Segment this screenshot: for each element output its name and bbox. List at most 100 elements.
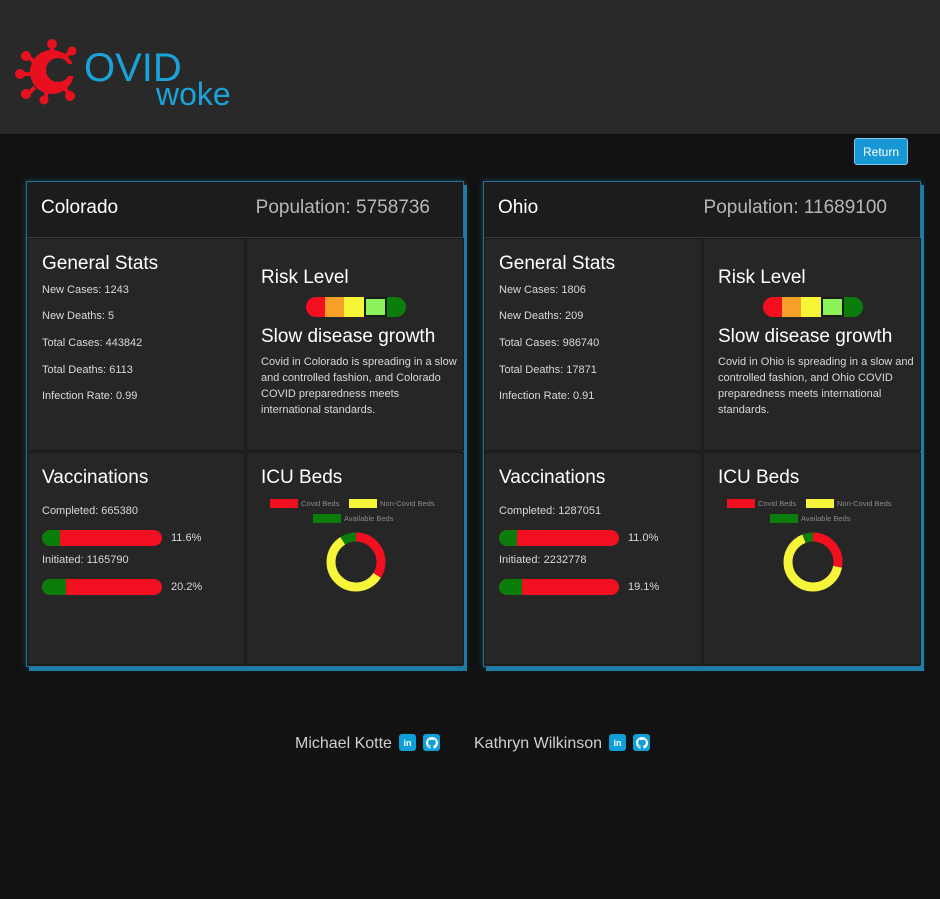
legend-noncovid-beds[interactable]: Non-Covid Beds: [806, 499, 892, 508]
risk-segment: [386, 297, 406, 317]
initiated-progress-fill: [42, 579, 67, 595]
state-name: Colorado: [41, 197, 119, 218]
risk-segment: [763, 297, 783, 317]
completed-progress-fill: [42, 530, 60, 546]
state-card: Ohio Population: 11689100 General Stats …: [483, 181, 921, 667]
general-stats-title: General Stats: [499, 253, 616, 274]
initiated-progress-bar: [499, 579, 619, 595]
icu-donut-chart: [326, 532, 386, 592]
return-button[interactable]: Return: [854, 138, 908, 165]
risk-segment: [843, 297, 863, 317]
github-glyph-icon: [635, 736, 648, 749]
logo-woke-text: woke: [156, 76, 231, 112]
vaccinations-panel: Vaccinations Completed: 665380 11.6% Ini…: [27, 452, 245, 665]
total-deaths: Total Deaths: 6113: [42, 364, 133, 376]
population-label: Population: 5758736: [255, 197, 430, 218]
risk-segment: [306, 297, 326, 317]
donut-slice-noncovid[interactable]: [326, 532, 386, 592]
icu-beds-panel: ICU Beds Covid Beds Non-Covid Beds Avail…: [246, 452, 464, 665]
completed-progress-bar: [42, 530, 162, 546]
header: OVID woke: [0, 0, 940, 134]
github-icon[interactable]: [423, 734, 440, 751]
legend-label-noncovid: Non-Covid Beds: [837, 499, 892, 508]
footer: Michael Kotte in Kathryn Wilkinson in: [0, 733, 940, 755]
completed-progress-bar: [499, 530, 619, 546]
legend-swatch-available: [770, 514, 798, 523]
population-label: Population: 11689100: [703, 197, 887, 218]
donut-slice-available[interactable]: [326, 532, 386, 592]
completed-progress-fill: [499, 530, 517, 546]
risk-description: Covid in Colorado is spreading in a slow…: [261, 356, 457, 416]
risk-level-title: Risk Level: [718, 267, 806, 288]
total-cases: Total Cases: 443842: [42, 337, 143, 349]
risk-segment: [820, 297, 844, 317]
infection-rate: Infection Rate: 0.91: [499, 390, 595, 402]
legend-swatch-covid: [727, 499, 755, 508]
risk-level-panel: Risk Level Slow disease growth Covid in …: [246, 238, 464, 451]
state-card: Colorado Population: 5758736 General Sta…: [26, 181, 464, 667]
initiated-percent: 19.1%: [628, 581, 660, 593]
new-cases: New Cases: 1243: [42, 284, 129, 296]
github-icon[interactable]: [633, 734, 650, 751]
vaccinations-initiated-label: Initiated: 2232778: [499, 554, 587, 566]
legend-swatch-available: [313, 514, 341, 523]
legend-swatch-covid: [270, 499, 298, 508]
icu-beds-panel: ICU Beds Covid Beds Non-Covid Beds Avail…: [703, 452, 921, 665]
general-stats-panel: General Stats New Cases: 1243 New Deaths…: [27, 238, 245, 451]
github-glyph-icon: [425, 736, 438, 749]
card-header: Colorado Population: 5758736: [27, 182, 463, 238]
legend-noncovid-beds[interactable]: Non-Covid Beds: [349, 499, 435, 508]
risk-segment: [325, 297, 345, 317]
risk-segment: [801, 297, 821, 317]
icu-donut-chart: [783, 532, 843, 592]
logo[interactable]: OVID woke: [14, 34, 244, 114]
vaccinations-panel: Vaccinations Completed: 1287051 11.0% In…: [484, 452, 702, 665]
general-stats-panel: General Stats New Cases: 1806 New Deaths…: [484, 238, 702, 451]
risk-level-bar: [306, 297, 406, 317]
legend-swatch-noncovid: [806, 499, 834, 508]
legend-available-beds[interactable]: Available Beds: [770, 514, 850, 523]
legend-covid-beds[interactable]: Covid Beds: [270, 499, 339, 508]
risk-segment: [363, 297, 387, 317]
total-deaths: Total Deaths: 17871: [499, 364, 597, 376]
vaccinations-completed-label: Completed: 1287051: [499, 505, 602, 517]
new-deaths: New Deaths: 5: [42, 310, 115, 322]
initiated-progress-bar: [42, 579, 162, 595]
legend-label-available: Available Beds: [344, 514, 394, 523]
risk-level-text: Slow disease growth: [718, 326, 893, 347]
legend-covid-beds[interactable]: Covid Beds: [727, 499, 796, 508]
logo-covid-text: OVID: [84, 46, 182, 90]
vaccinations-initiated-label: Initiated: 1165790: [42, 554, 129, 566]
risk-level-bar: [763, 297, 863, 317]
icu-beds-title: ICU Beds: [718, 467, 800, 488]
risk-segment: [344, 297, 364, 317]
state-name: Ohio: [498, 197, 539, 218]
donut-slice-noncovid[interactable]: [783, 532, 843, 592]
card-header: Ohio Population: 11689100: [484, 182, 920, 238]
risk-segment: [782, 297, 802, 317]
infection-rate: Infection Rate: 0.99: [42, 390, 138, 402]
legend-label-available: Available Beds: [801, 514, 851, 523]
initiated-progress-fill: [499, 579, 522, 595]
author-name-2: Kathryn Wilkinson: [474, 735, 603, 752]
risk-level-panel: Risk Level Slow disease growth Covid in …: [703, 238, 921, 451]
risk-level-text: Slow disease growth: [261, 326, 436, 347]
vaccinations-title: Vaccinations: [42, 467, 149, 488]
completed-percent: 11.6%: [171, 532, 202, 544]
new-deaths: New Deaths: 209: [499, 310, 584, 322]
linkedin-icon[interactable]: in: [399, 734, 416, 751]
legend-swatch-noncovid: [349, 499, 377, 508]
virus-logo-icon: [15, 39, 80, 105]
author-name-1: Michael Kotte: [295, 735, 392, 752]
new-cases: New Cases: 1806: [499, 284, 586, 296]
legend-label-covid: Covid Beds: [301, 499, 340, 508]
vaccinations-title: Vaccinations: [499, 467, 606, 488]
total-cases: Total Cases: 986740: [499, 337, 600, 349]
linkedin-icon[interactable]: in: [609, 734, 626, 751]
legend-available-beds[interactable]: Available Beds: [313, 514, 393, 523]
vaccinations-completed-label: Completed: 665380: [42, 505, 139, 517]
risk-description: Covid in Ohio is spreading in a slow and…: [718, 356, 914, 416]
general-stats-title: General Stats: [42, 253, 159, 274]
legend-label-noncovid: Non-Covid Beds: [380, 499, 435, 508]
donut-slice-available[interactable]: [783, 532, 843, 592]
